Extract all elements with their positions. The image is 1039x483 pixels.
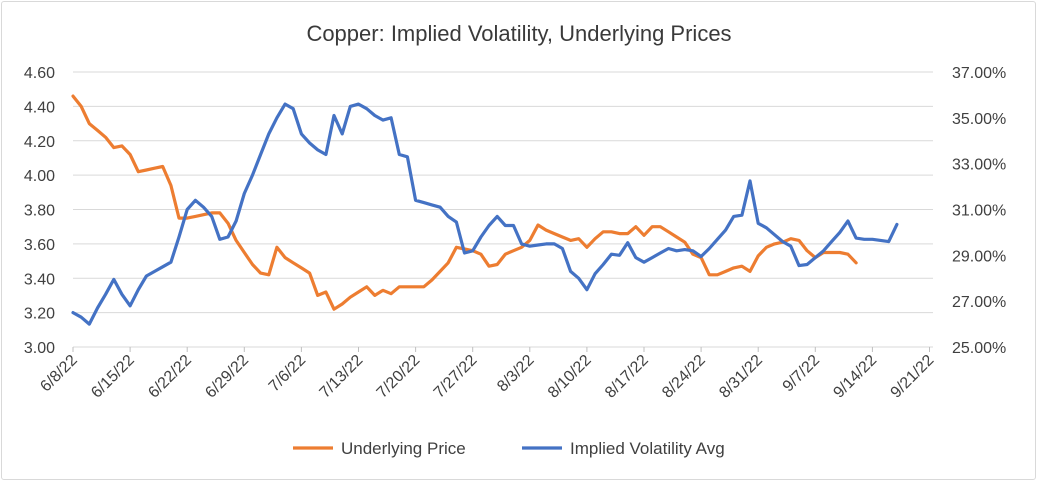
legend-label: Implied Volatility Avg [570, 439, 725, 458]
left-tick-label: 4.40 [24, 99, 55, 116]
right-tick-label: 25.00% [952, 340, 1006, 357]
left-tick-label: 3.80 [24, 203, 55, 220]
x-tick-label: 6/15/22 [88, 352, 138, 402]
x-tick-label: 8/31/22 [716, 352, 766, 402]
series-lines [71, 94, 899, 326]
right-tick-label: 31.00% [952, 203, 1006, 220]
left-tick-label: 3.20 [24, 306, 55, 323]
x-tick-label: 8/10/22 [545, 352, 595, 402]
right-tick-label: 33.00% [952, 157, 1006, 174]
x-tick-label: 8/24/22 [659, 352, 709, 402]
x-tick-label: 6/22/22 [145, 352, 195, 402]
x-tick-label: 9/21/22 [888, 352, 938, 402]
left-tick-label: 3.60 [24, 237, 55, 254]
legend-label: Underlying Price [341, 439, 466, 458]
x-tick-label: 7/20/22 [374, 352, 424, 402]
left-y-axis-ticks: 3.00 3.20 3.40 3.60 3.80 4.00 4.20 4.40 4.60 [24, 65, 55, 357]
gridlines [73, 71, 933, 348]
x-tick-label: 8/17/22 [602, 352, 652, 402]
x-tick-label: 6/8/22 [37, 352, 81, 396]
series-line [71, 94, 858, 311]
series-line [71, 102, 899, 326]
x-tick-label: 9/14/22 [830, 352, 880, 402]
x-tick-label: 8/3/22 [494, 352, 538, 396]
left-tick-label: 4.00 [24, 168, 55, 185]
left-tick-label: 3.00 [24, 340, 55, 357]
x-tick-label: 9/7/22 [780, 352, 824, 396]
x-tick-label: 7/6/22 [266, 352, 310, 396]
left-tick-label: 3.40 [24, 271, 55, 288]
right-y-axis-ticks: 25.00% 27.00% 29.00% 31.00% 33.00% 35.00% 37.0… [952, 65, 1006, 357]
right-tick-label: 29.00% [952, 248, 1006, 265]
right-tick-label: 35.00% [952, 111, 1006, 128]
chart-title: Copper: Implied Volatility, Underlying P… [306, 21, 731, 46]
x-tick-label: 7/27/22 [431, 352, 481, 402]
x-tick-label: 6/29/22 [202, 352, 252, 402]
legend: Underlying Price Implied Volatility Avg [293, 439, 725, 458]
right-tick-label: 37.00% [952, 65, 1006, 82]
x-axis-ticks: 6/8/22 6/15/22 6/22/22 6/29/22 7/6/22 7/13/22… [37, 347, 937, 402]
left-tick-label: 4.20 [24, 134, 55, 151]
x-tick-label: 7/13/22 [317, 352, 367, 402]
left-tick-label: 4.60 [24, 65, 55, 82]
right-tick-label: 27.00% [952, 294, 1006, 311]
